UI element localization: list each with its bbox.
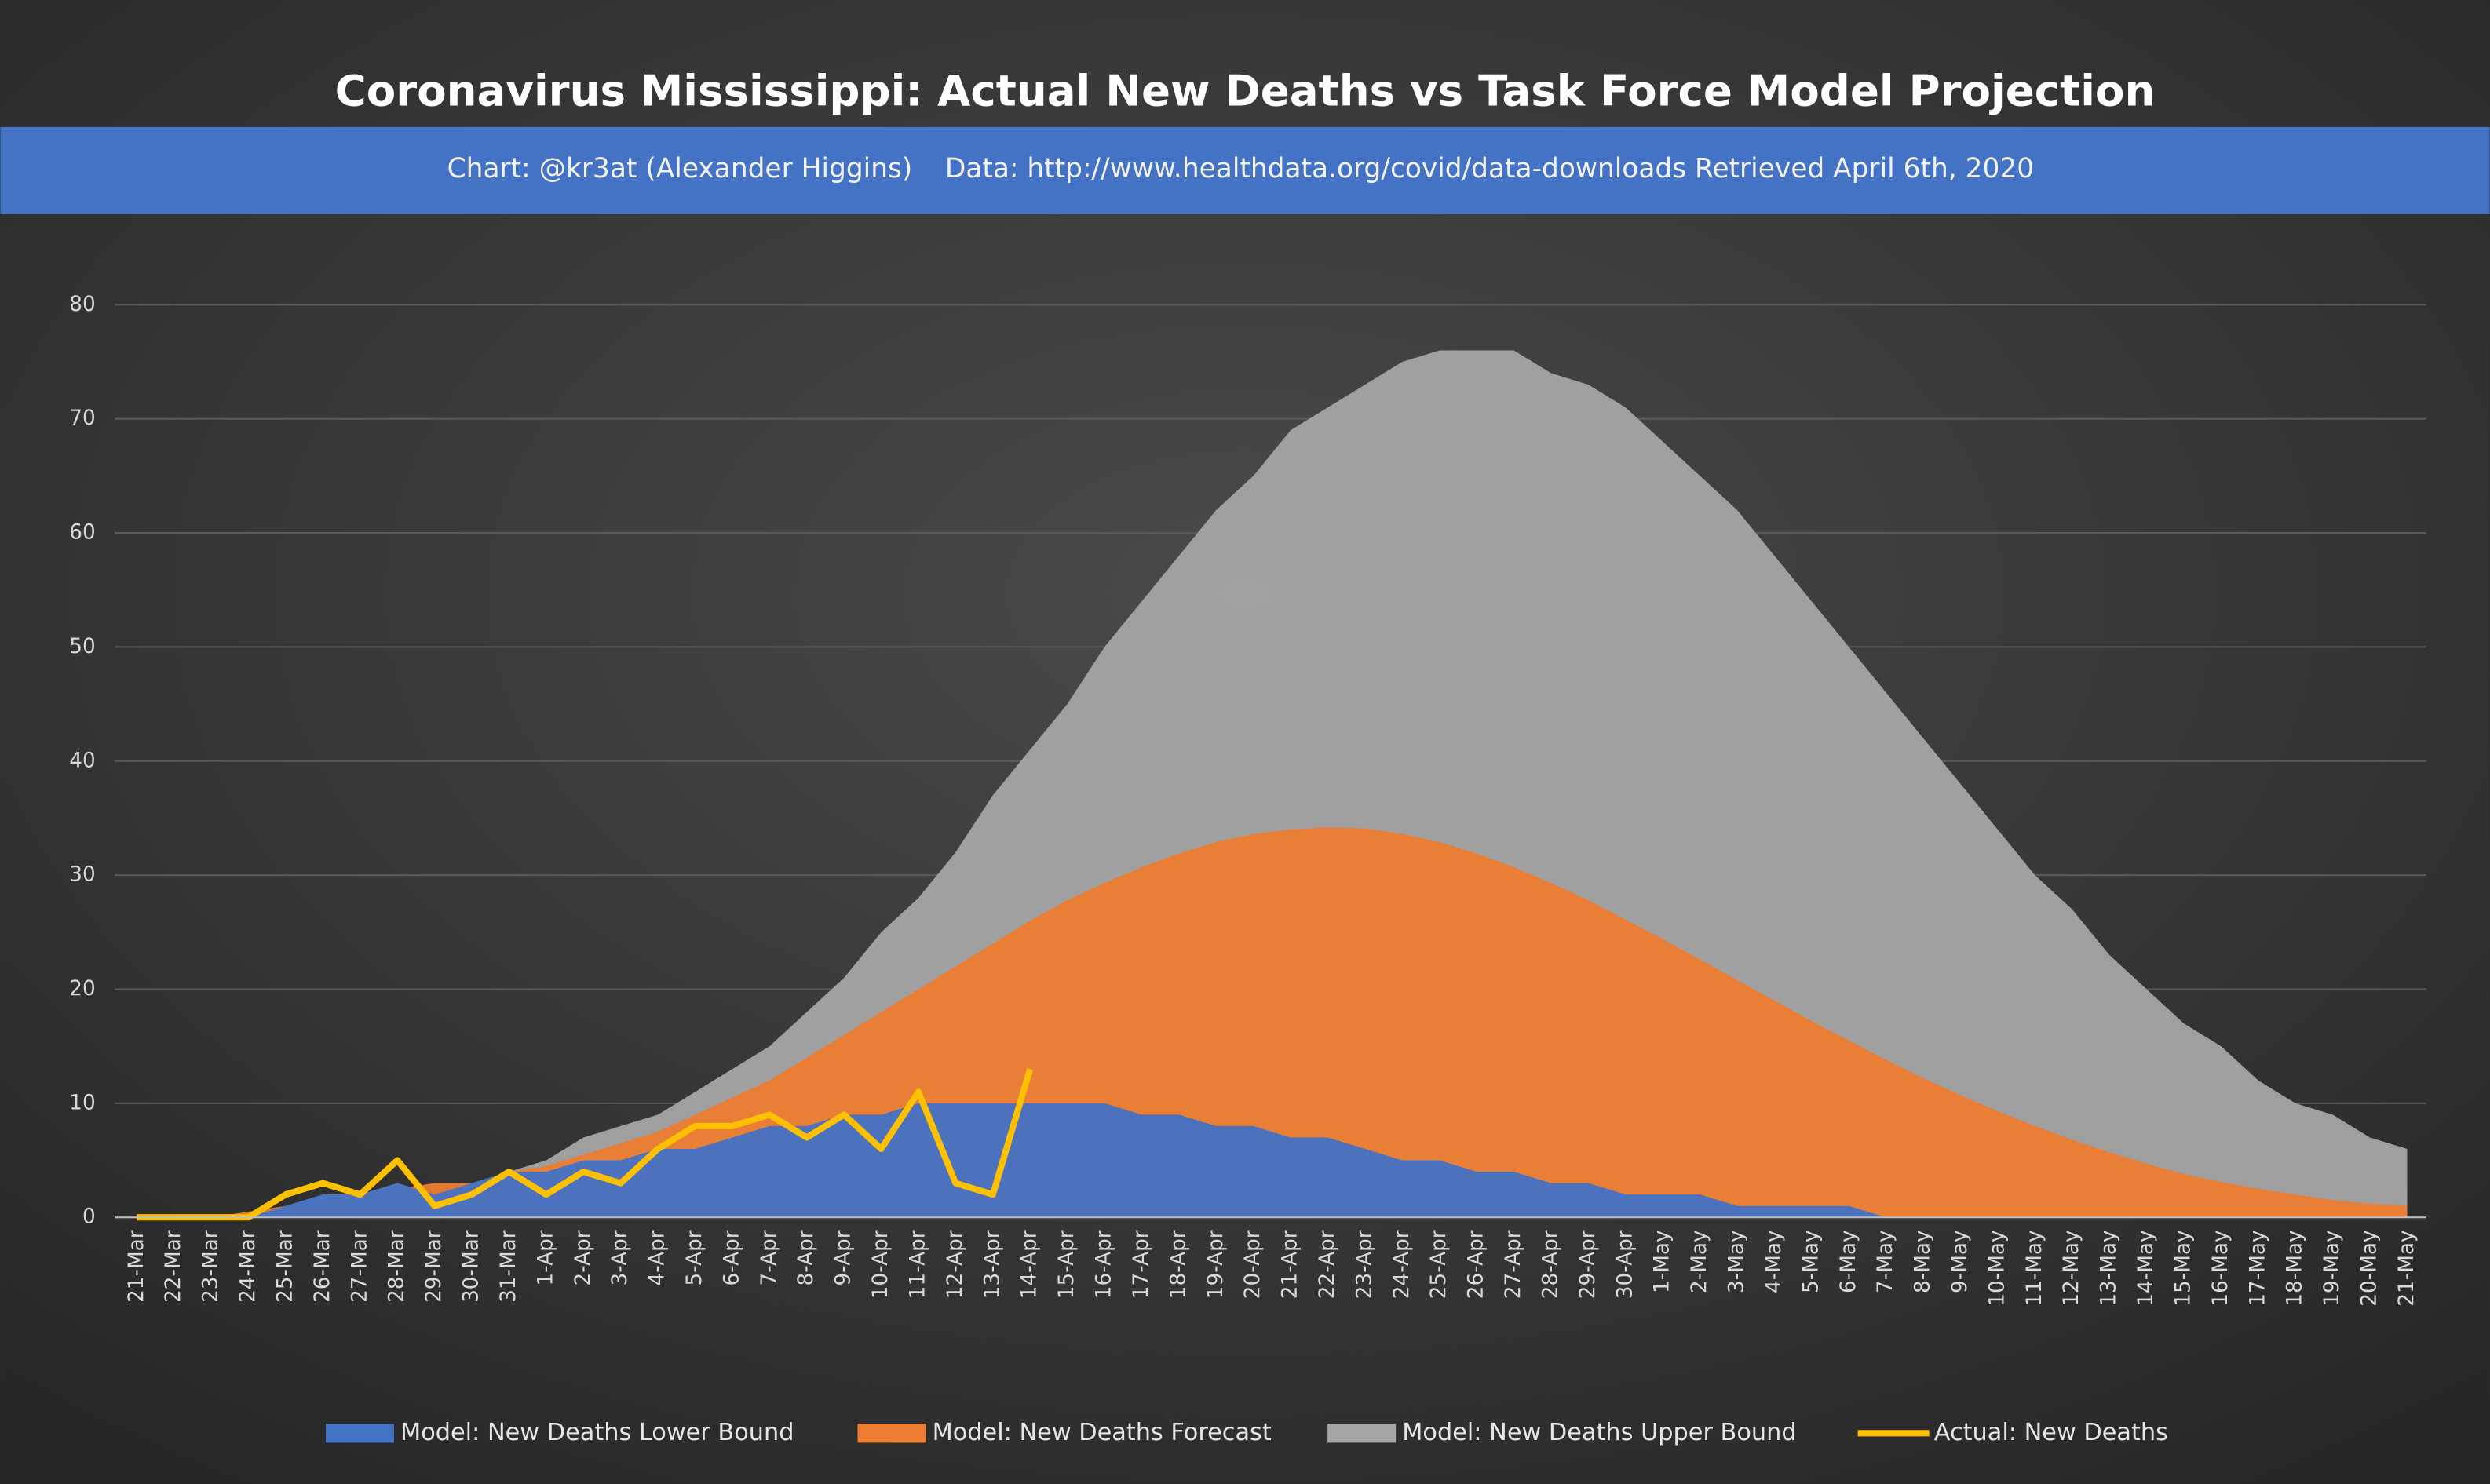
y-tick-label: 20: [69, 977, 95, 1001]
x-tick-label: 26-Mar: [311, 1230, 334, 1303]
x-tick-label: 1-Apr: [534, 1230, 557, 1285]
x-tick-label: 19-Apr: [1204, 1230, 1228, 1299]
x-tick-label: 14-Apr: [1018, 1230, 1042, 1299]
y-tick-label: 10: [69, 1091, 95, 1114]
x-tick-label: 11-May: [2023, 1230, 2046, 1306]
x-tick-label: 16-Apr: [1093, 1230, 1116, 1299]
y-tick-label: 30: [69, 863, 95, 887]
legend-swatch: [1327, 1424, 1397, 1443]
x-tick-label: 2-Apr: [571, 1230, 595, 1285]
subtitle-band: [0, 126, 2490, 215]
y-tick-label: 0: [82, 1205, 96, 1229]
x-tick-label: 20-Apr: [1241, 1230, 1265, 1299]
x-tick-label: 16-May: [2209, 1230, 2233, 1306]
x-tick-label: 15-Apr: [1055, 1230, 1079, 1299]
x-tick-label: 12-Apr: [944, 1230, 967, 1299]
line: [137, 1068, 1034, 1221]
x-tick-label: 30-Apr: [1613, 1230, 1637, 1299]
x-tick-label: 13-May: [2098, 1230, 2121, 1306]
x-tick-label: 11-Apr: [906, 1230, 929, 1299]
x-tick-label: 1-May: [1651, 1230, 1674, 1293]
legend-label: Model: New Deaths Lower Bound: [400, 1419, 794, 1446]
x-tick-label: 13-Apr: [980, 1230, 1004, 1299]
x-tick-label: 21-Mar: [125, 1230, 148, 1303]
x-tick-label: 5-May: [1799, 1230, 1823, 1293]
x-tick-label: 12-May: [2060, 1230, 2083, 1306]
x-tick-label: 20-May: [2358, 1230, 2382, 1306]
x-tick-label: 29-Apr: [1576, 1230, 1600, 1299]
legend-label: Actual: New Deaths: [1934, 1419, 2168, 1446]
x-tick-label: 28-Mar: [385, 1230, 409, 1303]
y-tick-label: 60: [69, 521, 95, 545]
x-tick-label: 28-Apr: [1539, 1230, 1562, 1299]
x-tick-label: 18-Apr: [1167, 1230, 1190, 1299]
y-tick-label: 40: [69, 749, 95, 772]
x-tick-label: 24-Mar: [236, 1230, 260, 1303]
x-tick-label: 9-May: [1948, 1230, 1972, 1293]
x-tick-label: 22-Apr: [1316, 1230, 1339, 1299]
x-tick-label: 21-Apr: [1279, 1230, 1302, 1299]
area: [137, 827, 2408, 1218]
x-tick-label: 27-Apr: [1502, 1230, 1525, 1299]
x-tick-label: 4-Apr: [646, 1230, 670, 1285]
legend-swatch: [325, 1424, 394, 1443]
x-tick-label: 4-May: [1762, 1230, 1786, 1293]
x-tick-label: 24-Apr: [1390, 1230, 1414, 1299]
x-tick-label: 31-Mar: [497, 1230, 520, 1303]
area: [137, 350, 2408, 1218]
subtitle: Data: http://www.healthdata.org/covid/da…: [945, 153, 2034, 184]
x-tick-label: 23-Apr: [1353, 1230, 1376, 1299]
x-tick-label: 3-May: [1725, 1230, 1749, 1293]
x-tick-label: 18-May: [2284, 1230, 2307, 1306]
x-tick-label: 25-Apr: [1427, 1230, 1451, 1299]
x-tick-label: 15-May: [2171, 1230, 2195, 1306]
legend-swatch: [857, 1424, 926, 1443]
legend-label: Model: New Deaths Upper Bound: [1402, 1419, 1796, 1446]
x-tick-label: 7-Apr: [758, 1230, 781, 1285]
y-tick-label: 50: [69, 635, 95, 658]
x-tick-label: 17-Apr: [1130, 1230, 1153, 1299]
x-tick-label: 8-May: [1911, 1230, 1935, 1293]
x-tick-label: 6-May: [1837, 1230, 1860, 1293]
y-tick-label: 70: [69, 407, 95, 430]
x-tick-label: 23-Mar: [199, 1230, 223, 1303]
x-tick-label: 22-Mar: [162, 1230, 185, 1303]
y-tick-label: 80: [69, 293, 95, 316]
chart-title: Coronavirus Mississippi: Actual New Deat…: [335, 65, 2156, 115]
x-tick-label: 10-Apr: [869, 1230, 893, 1299]
x-tick-label: 8-Apr: [794, 1230, 818, 1285]
x-tick-label: 10-May: [1985, 1230, 2009, 1306]
subtitle: Chart: @kr3at (Alexander Higgins): [447, 153, 913, 184]
x-tick-label: 2-May: [1688, 1230, 1711, 1293]
x-tick-label: 7-May: [1874, 1230, 1897, 1293]
x-tick-label: 21-May: [2395, 1230, 2419, 1306]
x-tick-label: 19-May: [2320, 1230, 2344, 1306]
area: [137, 1103, 2408, 1218]
x-tick-label: 25-Mar: [273, 1230, 297, 1303]
x-tick-label: 29-Mar: [422, 1230, 446, 1303]
x-tick-label: 5-Apr: [683, 1230, 706, 1285]
x-tick-label: 30-Mar: [460, 1230, 484, 1303]
legend-label: Model: New Deaths Forecast: [933, 1419, 1272, 1446]
x-tick-label: 27-Mar: [348, 1230, 371, 1303]
x-tick-label: 3-Apr: [608, 1230, 632, 1285]
x-tick-label: 6-Apr: [720, 1230, 743, 1285]
x-tick-label: 17-May: [2246, 1230, 2269, 1306]
x-tick-label: 26-Apr: [1465, 1230, 1488, 1299]
x-tick-label: 14-May: [2134, 1230, 2158, 1306]
x-tick-label: 9-Apr: [832, 1230, 856, 1285]
